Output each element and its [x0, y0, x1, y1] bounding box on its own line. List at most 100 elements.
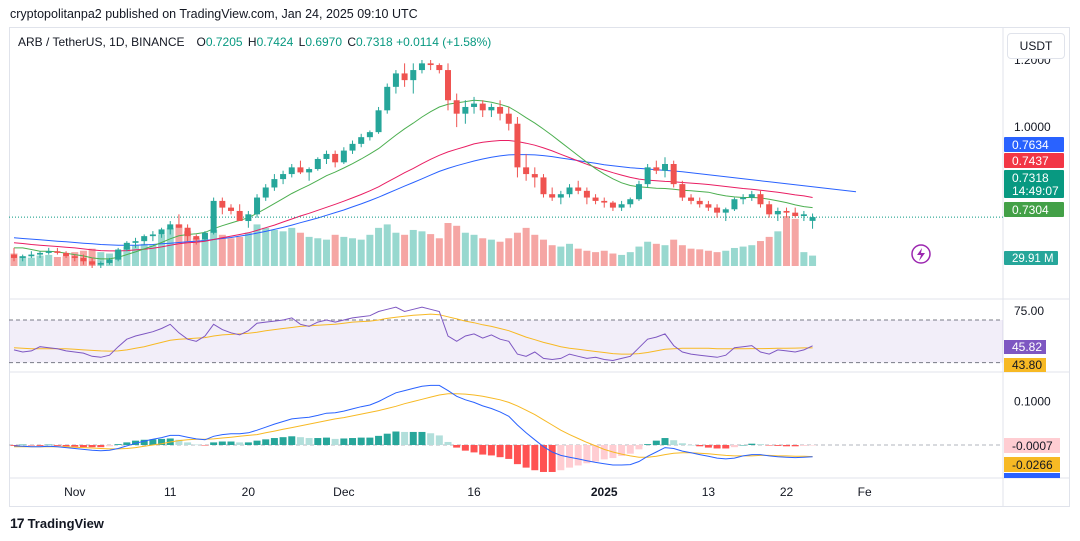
footer-brand[interactable]: 17 TradingView — [10, 515, 104, 531]
volume-bar — [253, 224, 261, 266]
candle-body — [63, 252, 70, 257]
candle-body — [384, 86, 391, 111]
candle-body — [80, 257, 87, 262]
volume-bar — [27, 257, 35, 266]
volume-bar — [88, 248, 96, 266]
macd-histogram-bar — [418, 431, 426, 445]
volume-bar — [270, 229, 278, 266]
symbol-label[interactable]: ARB / TetherUS, 1D, BINANCE — [18, 35, 185, 49]
macd-histogram-bar — [392, 431, 400, 445]
candle-body — [427, 63, 434, 66]
volume-bar — [427, 234, 435, 266]
candle-body — [11, 254, 17, 258]
ma-slow-line — [13, 154, 857, 246]
volume-bar — [609, 253, 617, 266]
volume-bar — [765, 236, 773, 266]
macd-histogram-bar — [175, 439, 183, 445]
volume-bar — [331, 234, 339, 266]
candle-body — [236, 210, 243, 222]
countdown-text: 14:49:07 — [1012, 184, 1059, 198]
volume-bar — [592, 252, 600, 266]
volume-bar — [375, 227, 383, 266]
candle-body — [123, 242, 130, 250]
candle-body — [488, 106, 495, 111]
time-tick-label: Nov — [64, 485, 85, 499]
macd-histogram-bar — [600, 445, 608, 460]
candle-body — [670, 164, 677, 185]
volume-bar — [739, 246, 747, 266]
macd-histogram-bar — [461, 445, 469, 451]
volume-bar — [296, 232, 304, 266]
candle-body — [54, 251, 61, 253]
macd-histogram-bar — [531, 445, 539, 471]
volume-bar — [791, 218, 799, 266]
volume-bar — [461, 232, 469, 266]
candle-body — [662, 164, 668, 171]
brand-label: TradingView — [27, 515, 104, 531]
macd-histogram-bar — [331, 438, 339, 445]
macd-histogram-bar — [227, 441, 235, 445]
macd-histogram-bar — [62, 445, 70, 447]
candle-body — [792, 212, 799, 216]
volume-bar — [210, 229, 218, 266]
candle-body — [141, 236, 148, 242]
volume-bar — [548, 245, 556, 266]
macd-histogram-bar — [401, 431, 409, 445]
volume-bar — [479, 238, 487, 266]
macd-histogram-bar — [123, 442, 131, 445]
volume-bar — [470, 234, 478, 266]
macd-histogram-bar — [45, 444, 53, 446]
time-tick-label: 2025 — [591, 485, 618, 499]
volume-bar — [722, 250, 730, 266]
macd-histogram-bar — [791, 445, 799, 447]
volume-bar — [123, 246, 131, 266]
macd-histogram-bar — [149, 439, 157, 445]
macd-histogram-bar — [314, 438, 322, 445]
candle-body — [210, 200, 217, 233]
candle-body — [37, 252, 44, 255]
macd-histogram-bar — [574, 445, 582, 466]
candle-body — [28, 254, 35, 257]
candle-body — [175, 224, 182, 228]
candle-body — [71, 256, 78, 258]
macd-histogram-bar — [375, 435, 383, 445]
volume-bar — [36, 255, 44, 266]
time-tick-label: Dec — [333, 485, 354, 499]
macd-histogram-bar — [279, 437, 287, 445]
candle-body — [158, 229, 165, 235]
macd-histogram-bar — [470, 445, 478, 453]
volume-bar — [505, 238, 513, 266]
macd-histogram-bar — [644, 444, 652, 445]
macd-histogram-bar — [730, 445, 738, 448]
candle-body — [436, 65, 443, 71]
volume-bar — [409, 229, 417, 266]
macd-histogram-bar — [548, 445, 556, 472]
candle-body — [592, 197, 599, 201]
rsi-band — [9, 320, 1003, 363]
candle-body — [167, 224, 174, 230]
candle-body — [115, 249, 122, 260]
candle-body — [800, 214, 807, 216]
low-value: 0.6970 — [305, 35, 343, 49]
volume-bar — [340, 236, 348, 266]
volume-bar — [357, 239, 365, 266]
volume-bar — [236, 236, 244, 266]
candle-body — [783, 210, 790, 213]
macd-line-badge — [1004, 473, 1060, 478]
candle-body — [297, 167, 304, 173]
macd-histogram-bar — [192, 444, 200, 446]
candle-body — [601, 200, 608, 203]
volume-bar — [696, 249, 704, 266]
volume-bar — [557, 246, 565, 266]
macd-histogram-bar — [36, 445, 44, 446]
currency-selector[interactable]: USDT — [1007, 33, 1065, 59]
macd-histogram-bar — [487, 445, 495, 456]
rsi-line — [13, 306, 813, 362]
candle-body — [375, 110, 382, 133]
macd-histogram-bar — [435, 435, 443, 445]
volume-bar — [192, 238, 200, 266]
price-label-text: 0.7318 — [1012, 171, 1049, 185]
candle-body — [392, 73, 399, 87]
close-value: 0.7318 — [356, 35, 393, 49]
